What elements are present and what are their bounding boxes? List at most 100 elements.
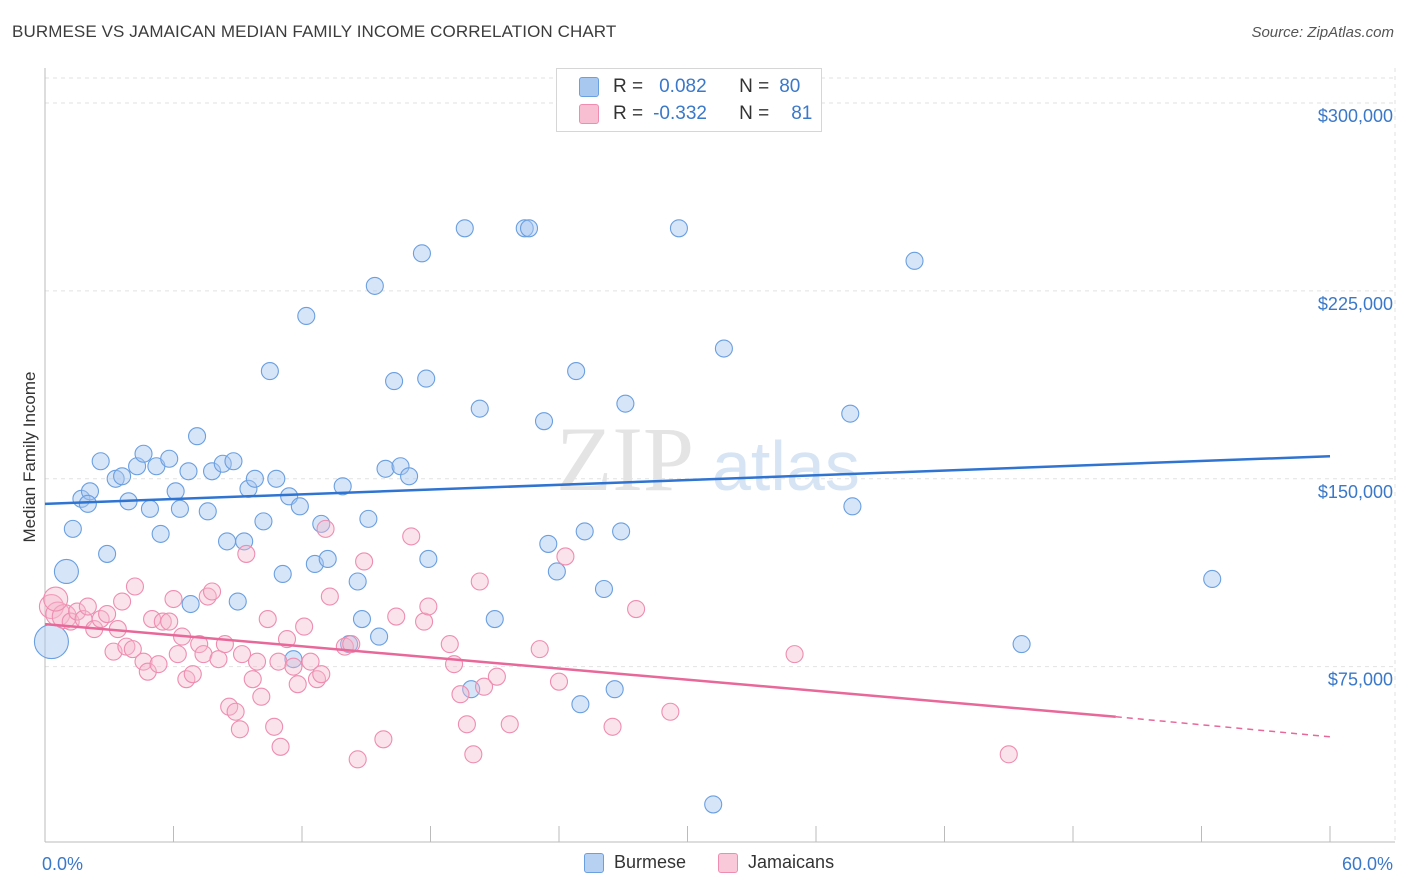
trend-line-jamaicans bbox=[44, 622, 1116, 718]
axes bbox=[44, 68, 1395, 843]
x-tick-label: 0.0% bbox=[42, 854, 83, 874]
y-tick-label: $300,000 bbox=[1318, 106, 1393, 126]
point-jamaicans bbox=[168, 645, 187, 664]
point-burmese bbox=[333, 477, 352, 496]
point-burmese bbox=[605, 680, 624, 699]
point-jamaicans bbox=[265, 717, 284, 736]
point-jamaicans bbox=[464, 745, 483, 764]
legend-r-value: 0.082 bbox=[659, 76, 707, 97]
point-jamaicans bbox=[203, 582, 222, 601]
axis-labels: $75,000 $150,000 $225,000 $300,000 0.0% 60.0%… bbox=[20, 106, 1393, 874]
point-jamaicans bbox=[164, 589, 183, 609]
point-burmese bbox=[370, 627, 389, 646]
point-burmese bbox=[140, 499, 159, 518]
point-burmese bbox=[1012, 635, 1031, 654]
point-burmese bbox=[365, 276, 384, 295]
point-burmese bbox=[53, 558, 79, 585]
point-jamaicans bbox=[134, 652, 153, 671]
point-jamaicans bbox=[487, 667, 506, 686]
point-jamaicans bbox=[68, 602, 87, 621]
point-burmese bbox=[571, 695, 590, 714]
watermark-zip: ZIP bbox=[556, 408, 694, 510]
point-burmese bbox=[198, 502, 217, 521]
point-burmese bbox=[188, 427, 207, 446]
point-burmese bbox=[400, 467, 419, 486]
point-burmese bbox=[297, 306, 316, 326]
point-jamaicans bbox=[153, 612, 172, 631]
point-burmese bbox=[224, 452, 243, 471]
point-jamaicans bbox=[160, 612, 179, 631]
legend-swatch-jamaicans bbox=[579, 104, 599, 124]
point-burmese bbox=[33, 624, 69, 660]
point-burmese bbox=[260, 362, 279, 381]
legend-n-value: 80 bbox=[779, 76, 801, 97]
point-burmese bbox=[78, 494, 97, 513]
y-tick-label: $225,000 bbox=[1318, 294, 1393, 314]
point-jamaicans bbox=[440, 635, 459, 654]
point-jamaicans bbox=[301, 652, 320, 671]
point-burmese bbox=[359, 509, 378, 528]
point-jamaicans bbox=[627, 599, 646, 619]
point-jamaicans bbox=[316, 519, 335, 538]
point-burmese bbox=[151, 524, 170, 543]
point-burmese bbox=[348, 572, 367, 591]
correlation-legend: R = 0.082 N = 80 R = -0.332 N = 81 bbox=[556, 68, 822, 132]
point-jamaicans bbox=[556, 547, 575, 566]
point-jamaicans bbox=[603, 717, 622, 736]
point-burmese bbox=[376, 459, 395, 478]
point-burmese bbox=[539, 534, 558, 553]
point-jamaicans bbox=[269, 652, 288, 671]
point-burmese bbox=[519, 219, 539, 238]
legend-label-jamaicans: Jamaicans bbox=[748, 852, 835, 872]
point-jamaicans bbox=[288, 675, 307, 694]
legend-n-label: N = bbox=[739, 103, 770, 124]
point-jamaicans bbox=[451, 685, 470, 704]
point-burmese bbox=[352, 610, 372, 629]
point-jamaicans bbox=[402, 527, 421, 546]
point-jamaicans bbox=[457, 715, 476, 734]
point-jamaicans bbox=[113, 592, 132, 611]
legend-item-jamaicans[interactable]: Jamaicans bbox=[718, 852, 834, 873]
trend-lines bbox=[44, 454, 1331, 738]
point-jamaicans bbox=[183, 665, 202, 684]
point-jamaicans bbox=[284, 657, 303, 676]
point-burmese bbox=[841, 404, 860, 423]
legend-swatch-burmese bbox=[579, 77, 599, 97]
point-jamaicans bbox=[999, 745, 1018, 764]
point-burmese bbox=[91, 452, 110, 471]
point-jamaicans bbox=[500, 715, 519, 734]
point-burmese bbox=[567, 362, 586, 381]
point-jamaicans bbox=[258, 610, 277, 629]
point-burmese bbox=[290, 497, 309, 516]
point-jamaicans bbox=[277, 630, 297, 649]
point-jamaicans bbox=[530, 640, 549, 659]
watermark: ZIP atlas bbox=[556, 408, 860, 510]
point-burmese bbox=[179, 462, 198, 481]
point-jamaicans bbox=[194, 645, 213, 664]
point-jamaicans bbox=[230, 720, 249, 739]
point-burmese bbox=[612, 522, 631, 541]
point-jamaicans bbox=[209, 650, 228, 669]
point-jamaicans bbox=[387, 607, 406, 626]
point-burmese bbox=[213, 454, 232, 473]
point-burmese bbox=[417, 369, 436, 388]
point-burmese bbox=[113, 467, 132, 486]
point-burmese bbox=[181, 594, 200, 614]
point-jamaicans bbox=[43, 586, 69, 612]
point-jamaicans bbox=[149, 655, 168, 674]
point-jamaicans bbox=[98, 605, 117, 624]
legend-n-value: 81 bbox=[791, 103, 813, 124]
point-jamaicans bbox=[320, 587, 339, 606]
point-burmese bbox=[714, 339, 733, 358]
legend-item-burmese[interactable]: Burmese bbox=[584, 852, 686, 873]
point-jamaicans bbox=[470, 572, 489, 591]
chart-title: BURMESE VS JAMAICAN MEDIAN FAMILY INCOME… bbox=[12, 22, 617, 41]
point-jamaicans bbox=[125, 577, 144, 596]
legend-r-label: R = bbox=[613, 103, 644, 124]
point-jamaicans bbox=[190, 635, 209, 654]
point-burmese bbox=[170, 499, 189, 518]
point-burmese bbox=[203, 462, 222, 481]
point-burmese bbox=[547, 562, 566, 581]
point-burmese bbox=[616, 394, 635, 413]
point-burmese bbox=[534, 412, 554, 431]
